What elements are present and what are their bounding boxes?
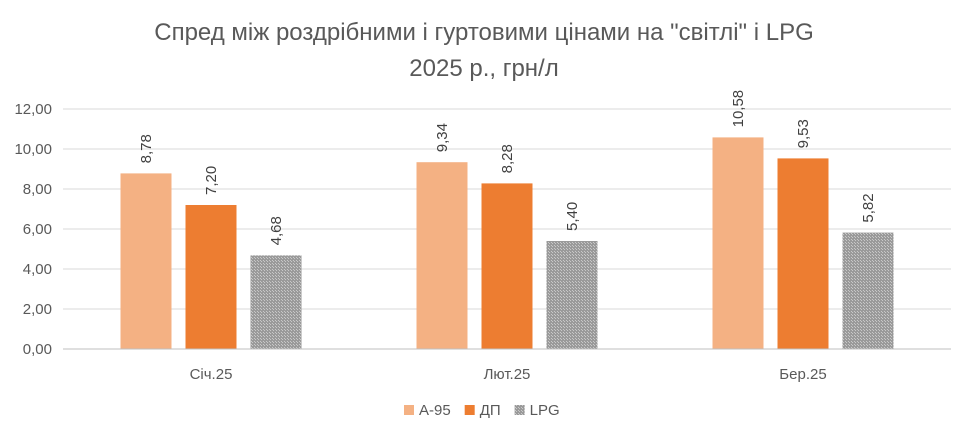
x-category-label: Січ.25 (190, 366, 233, 383)
data-label: 5,40 (564, 202, 581, 231)
legend-label: А-95 (419, 402, 451, 419)
legend-swatch (404, 405, 414, 415)
y-tick-label: 10,00 (14, 141, 52, 158)
data-label: 5,82 (860, 193, 877, 222)
bars (120, 137, 894, 349)
x-category-label: Бер.25 (779, 366, 826, 383)
bar (185, 205, 237, 349)
legend-swatch (514, 405, 525, 415)
data-label: 9,53 (795, 119, 812, 148)
x-category-label: Лют.25 (484, 366, 531, 383)
y-tick-label: 0,00 (23, 341, 52, 358)
chart-title-line-1: Спред між роздрібними і гуртовими цінами… (154, 19, 814, 46)
legend: А-95 ДП LPG (404, 402, 560, 419)
bar (842, 232, 894, 349)
data-label: 7,20 (203, 166, 220, 195)
bar (416, 162, 468, 349)
data-label: 10,58 (730, 90, 747, 128)
legend-label: ДП (480, 402, 501, 419)
x-axis-categories: Січ.25 Лют.25 Бер.25 (190, 366, 827, 383)
legend-swatch (464, 405, 475, 415)
data-label: 8,28 (499, 144, 516, 173)
bar (120, 173, 172, 349)
y-tick-label: 8,00 (23, 181, 52, 198)
chart-title-line-2: 2025 р., грн/л (409, 55, 558, 82)
bar (777, 158, 829, 349)
y-tick-label: 12,00 (14, 101, 52, 118)
y-tick-label: 2,00 (23, 301, 52, 318)
data-labels: 8,78 7,20 4,68 9,34 8,28 5,40 10,58 9,53 5,82 (138, 90, 877, 246)
data-label: 8,78 (138, 134, 155, 163)
data-label: 4,68 (268, 216, 285, 245)
data-label: 9,34 (434, 123, 451, 152)
bar (712, 137, 764, 349)
bar (546, 241, 598, 349)
legend-label: LPG (530, 402, 560, 419)
y-tick-label: 4,00 (23, 261, 52, 278)
y-tick-label: 6,00 (23, 221, 52, 238)
bar (481, 183, 533, 349)
y-axis-ticks: 0,00 2,00 4,00 6,00 8,00 10,00 12,00 (14, 101, 52, 358)
bar (250, 255, 302, 349)
